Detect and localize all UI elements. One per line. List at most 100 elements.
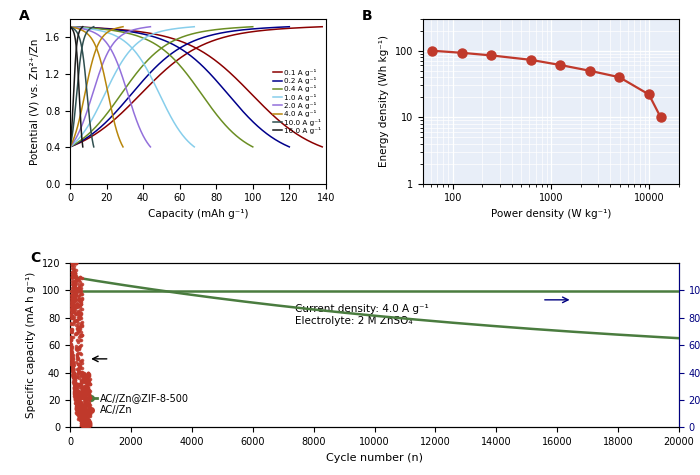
- Point: [72, 396, 83, 403]
- Point: [69, 282, 80, 289]
- Point: [84, 394, 95, 401]
- Point: [83, 418, 94, 426]
- Point: [83, 421, 94, 429]
- Point: [78, 424, 90, 431]
- Point: [80, 396, 91, 403]
- Point: [74, 404, 85, 412]
- 0.1 A g⁻¹: [66, 144, 75, 150]
- Point: [68, 286, 79, 294]
- Point: [80, 406, 91, 414]
- Point: [74, 405, 85, 413]
- 4.0 A g⁻¹: [97, 36, 106, 41]
- 1.0 A g⁻¹: [140, 36, 148, 41]
- Point: [77, 417, 88, 425]
- Point: [64, 347, 76, 354]
- Point: [69, 376, 80, 384]
- Point: [79, 387, 90, 394]
- Point: [78, 389, 89, 397]
- Point: [80, 394, 92, 402]
- Point: [84, 412, 95, 419]
- Point: [72, 327, 83, 334]
- Point: [72, 361, 83, 368]
- Point: [84, 375, 95, 383]
- 0.1 A g⁻¹: [318, 24, 326, 29]
- Point: [82, 419, 93, 427]
- Point: [73, 360, 84, 368]
- Point: [73, 394, 84, 402]
- Point: [74, 409, 85, 417]
- Point: [78, 420, 89, 428]
- 4.0 A g⁻¹: [97, 36, 106, 41]
- Point: [75, 405, 86, 413]
- Point: [65, 342, 76, 350]
- Point: [73, 320, 84, 327]
- Point: [76, 310, 87, 317]
- Point: [83, 424, 94, 431]
- Point: [75, 337, 86, 344]
- Point: [69, 391, 80, 399]
- Point: [65, 320, 76, 328]
- Point: [78, 415, 90, 422]
- 16.0 A g⁻¹: [76, 26, 85, 32]
- Point: [77, 415, 88, 422]
- Point: [78, 421, 90, 428]
- Point: [70, 382, 81, 390]
- Point: [74, 274, 85, 281]
- 0.4 A g⁻¹: [232, 25, 240, 30]
- Point: [66, 357, 78, 365]
- Text: Current density: 4.0 A g⁻¹
Electrolyte: 2 M ZnSO₄: Current density: 4.0 A g⁻¹ Electrolyte: …: [295, 304, 429, 325]
- Point: [76, 401, 87, 408]
- Point: [64, 361, 76, 368]
- Point: [83, 418, 94, 426]
- Point: [65, 335, 76, 343]
- Point: [74, 337, 85, 344]
- Point: [81, 387, 92, 395]
- Point: [75, 408, 86, 416]
- Legend: AC//Zn@ZIF-8-500, AC//Zn: AC//Zn@ZIF-8-500, AC//Zn: [81, 390, 193, 419]
- 4.0 A g⁻¹: [66, 144, 74, 150]
- Point: [66, 349, 77, 356]
- Point: [81, 424, 92, 431]
- Point: [67, 369, 78, 377]
- Point: [68, 309, 79, 316]
- Point: [73, 398, 84, 406]
- 16.0 A g⁻¹: [66, 144, 74, 150]
- Point: [69, 373, 80, 380]
- Point: [69, 372, 80, 380]
- Point: [68, 292, 79, 300]
- Point: [79, 411, 90, 418]
- 0.4 A g⁻¹: [248, 24, 257, 29]
- Point: [69, 383, 80, 391]
- Point: [65, 346, 76, 354]
- Point: [72, 355, 83, 362]
- Point: [67, 365, 78, 373]
- Point: [70, 390, 81, 397]
- Point: [72, 407, 83, 414]
- Point: [79, 378, 90, 386]
- Point: [78, 420, 89, 428]
- Point: [73, 276, 84, 283]
- Point: [78, 422, 89, 429]
- Point: [76, 322, 88, 330]
- Point: [65, 328, 76, 336]
- Point: [69, 279, 80, 287]
- Point: [74, 314, 85, 322]
- Point: [71, 291, 82, 298]
- Point: [69, 302, 80, 310]
- Point: [77, 390, 88, 398]
- Point: [77, 424, 88, 431]
- Point: [80, 424, 92, 431]
- Point: [66, 359, 78, 366]
- Point: [83, 422, 94, 429]
- Point: [78, 423, 89, 430]
- Point: [69, 295, 80, 303]
- Point: [79, 422, 90, 430]
- Point: [79, 421, 90, 429]
- Point: [78, 422, 90, 429]
- Point: [77, 418, 88, 426]
- Point: [74, 410, 85, 418]
- Point: [77, 419, 88, 427]
- Point: [69, 383, 80, 390]
- Point: [67, 271, 78, 278]
- Point: [66, 356, 77, 364]
